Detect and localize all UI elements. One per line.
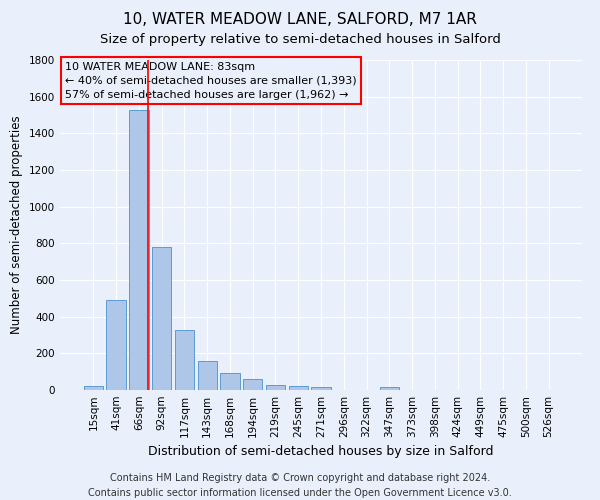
Bar [243, 379, 262, 390]
Bar [84, 386, 103, 390]
X-axis label: Distribution of semi-detached houses by size in Salford: Distribution of semi-detached houses by … [148, 446, 494, 458]
Bar [289, 386, 308, 390]
Y-axis label: Number of semi-detached properties: Number of semi-detached properties [10, 116, 23, 334]
Text: 10 WATER MEADOW LANE: 83sqm
← 40% of semi-detached houses are smaller (1,393)
57: 10 WATER MEADOW LANE: 83sqm ← 40% of sem… [65, 62, 357, 100]
Bar [175, 330, 194, 390]
Bar [266, 384, 285, 390]
Bar [380, 387, 399, 390]
Text: Contains HM Land Registry data © Crown copyright and database right 2024.
Contai: Contains HM Land Registry data © Crown c… [88, 472, 512, 498]
Bar [152, 247, 172, 390]
Bar [197, 360, 217, 390]
Bar [311, 387, 331, 390]
Bar [220, 372, 239, 390]
Text: Size of property relative to semi-detached houses in Salford: Size of property relative to semi-detach… [100, 32, 500, 46]
Text: 10, WATER MEADOW LANE, SALFORD, M7 1AR: 10, WATER MEADOW LANE, SALFORD, M7 1AR [123, 12, 477, 28]
Bar [106, 300, 126, 390]
Bar [129, 110, 149, 390]
